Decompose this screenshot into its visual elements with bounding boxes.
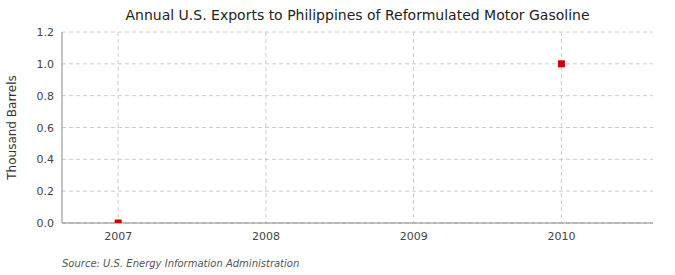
source-note: Source: U.S. Energy Information Administ… [62,258,299,269]
x-tick-label: 2007 [104,230,132,243]
chart-title: Annual U.S. Exports to Philippines of Re… [125,7,589,23]
x-tick-label: 2009 [400,230,428,243]
chart-svg: Annual U.S. Exports to Philippines of Re… [0,0,675,275]
x-grid-line [118,32,119,223]
x-grid-line [413,32,414,223]
y-grid-line [62,32,653,33]
y-grid-line [62,95,653,96]
points [115,60,565,223]
y-tick-label: 0.4 [37,153,55,166]
y-tick-label: 0.2 [37,185,55,198]
y-grid-line [62,159,653,160]
y-tick-label: 0.0 [37,217,55,230]
y-grid-line [62,223,653,224]
y-tick-label: 0.6 [37,122,55,135]
x-grid-line [265,32,266,223]
point [558,60,565,67]
x-tick-label: 2008 [252,230,280,243]
chart-container: Annual U.S. Exports to Philippines of Re… [0,0,675,275]
y-tick-label: 0.8 [37,90,55,103]
y-tick-label: 1.2 [37,26,55,39]
y-axis-label: Thousand Barrels [5,75,19,180]
y-axis-line [62,32,63,223]
x-axis-line [62,223,653,224]
y-grid-line [62,127,653,128]
y-tick-label: 1.0 [37,58,55,71]
x-tick-label: 2010 [547,230,575,243]
y-grid-line [62,191,653,192]
grid [62,32,653,223]
point [115,220,122,224]
